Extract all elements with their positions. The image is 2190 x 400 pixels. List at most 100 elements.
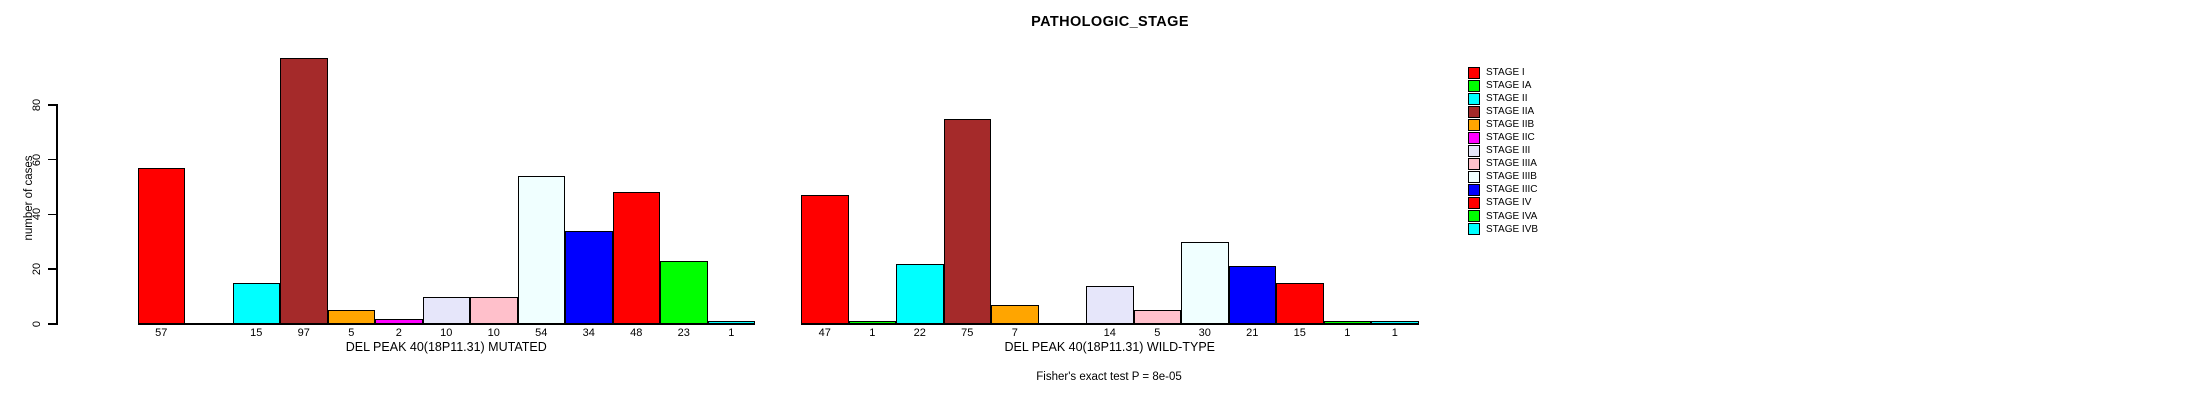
panel-xlabel-mutated: DEL PEAK 40(18P11.31) MUTATED (345, 340, 547, 354)
bar-stage-iic (375, 318, 423, 324)
legend-row: STAGE II (1468, 92, 1538, 105)
bar-value-label: 30 (1198, 327, 1211, 339)
bar-value-label: 2 (395, 327, 402, 339)
legend-row: STAGE IIA (1468, 105, 1538, 118)
y-tick-label: 80 (31, 98, 43, 111)
bar-stage-iiib (517, 176, 565, 324)
legend-swatch-icon (1468, 66, 1480, 79)
legend-swatch-icon (1468, 118, 1480, 131)
bar-value-label: 23 (677, 327, 690, 339)
bar-value-label: 15 (250, 327, 263, 339)
bar-stage-i (801, 195, 849, 324)
legend-label: STAGE IA (1486, 80, 1532, 92)
bar-value-label: 5 (348, 327, 355, 339)
bar-stage-iia (280, 58, 328, 324)
bar-value-label: 21 (1246, 327, 1259, 339)
legend-row: STAGE IA (1468, 79, 1538, 92)
legend-row: STAGE IIIA (1468, 157, 1538, 170)
legend-label: STAGE IIIA (1486, 158, 1537, 170)
y-tick (48, 158, 57, 161)
legend-row: STAGE IVB (1468, 223, 1538, 236)
bar-value-label: 1 (869, 327, 876, 339)
legend-swatch-icon (1468, 157, 1480, 170)
legend-label: STAGE IIA (1486, 106, 1535, 118)
bar-value-label: 5 (1154, 327, 1161, 339)
legend-row: STAGE IV (1468, 196, 1538, 209)
bar-stage-ia (848, 321, 896, 324)
panel-xlabel-wild-type: DEL PEAK 40(18P11.31) WILD-TYPE (1004, 340, 1215, 354)
legend-swatch-icon (1468, 92, 1480, 105)
y-tick-label: 20 (31, 263, 43, 276)
bar-stage-iv (612, 192, 660, 324)
bar-stage-iva (1323, 321, 1371, 324)
legend-swatch-icon (1468, 223, 1480, 236)
bar-value-label: 1 (728, 327, 735, 339)
bar-value-label: 7 (1011, 327, 1018, 339)
y-tick-label: 60 (31, 153, 43, 166)
bar-stage-iiic (565, 230, 613, 324)
bar-value-label: 22 (913, 327, 926, 339)
legend-label: STAGE IVB (1486, 223, 1539, 235)
bar-stage-iii (1086, 285, 1134, 324)
y-axis-line (56, 104, 58, 325)
bar-stage-iib (327, 310, 375, 324)
bar-stage-iiia (470, 296, 518, 324)
legend-label: STAGE IIC (1486, 132, 1535, 144)
legend-swatch-icon (1468, 144, 1480, 157)
legend-swatch-icon (1468, 105, 1480, 118)
y-tick-label: 0 (31, 320, 43, 328)
bar-value-label: 57 (155, 327, 168, 339)
legend-label: STAGE I (1486, 67, 1525, 79)
legend-row: STAGE IIB (1468, 118, 1538, 131)
bar-stage-ivb (707, 321, 755, 324)
legend-row: STAGE IIIB (1468, 170, 1538, 183)
bar-value-label: 75 (961, 327, 974, 339)
legend-row: STAGE IIC (1468, 131, 1538, 144)
bar-value-label: 14 (1103, 327, 1116, 339)
legend-label: STAGE II (1486, 93, 1528, 105)
legend: STAGE I STAGE IA STAGE II STAGE IIA STAGE II… (1468, 66, 1538, 236)
legend-swatch-icon (1468, 79, 1480, 92)
fisher-test-note: Fisher's exact test P = 8e-05 (1036, 371, 1182, 383)
legend-label: STAGE IIB (1486, 119, 1535, 131)
bar-value-label: 97 (297, 327, 310, 339)
panel-wild-type: 47 1 22 75 7 14 5 30 21 15 1 1 DEL PEAK 40(18P11.31… (801, 0, 1419, 400)
panel-mutated: 57 15 97 5 2 10 10 54 34 48 23 1 DEL PEAK 40(18P11.… (137, 0, 755, 400)
legend-row: STAGE IIIC (1468, 183, 1538, 196)
legend-row: STAGE III (1468, 144, 1538, 157)
legend-label: STAGE III (1486, 145, 1531, 157)
y-axis-title: number of cases (23, 155, 35, 241)
y-tick-label: 40 (31, 208, 43, 221)
legend-swatch-icon (1468, 131, 1480, 144)
bar-value-label: 54 (535, 327, 548, 339)
y-tick (48, 104, 57, 106)
bar-stage-i (137, 167, 185, 324)
bar-stage-iiia (1133, 310, 1181, 324)
y-tick (48, 268, 57, 270)
legend-swatch-icon (1468, 183, 1480, 196)
bar-stage-iib (991, 304, 1039, 324)
legend-label: STAGE IIIB (1486, 171, 1537, 183)
legend-label: STAGE IV (1486, 197, 1532, 209)
bar-stage-iva (660, 260, 708, 324)
legend-swatch-icon (1468, 196, 1480, 209)
bar-stage-ivb (1371, 321, 1419, 324)
bar-value-label: 47 (818, 327, 831, 339)
bar-value-label: 15 (1293, 327, 1306, 339)
legend-swatch-icon (1468, 210, 1480, 223)
bar-value-label: 1 (1344, 327, 1351, 339)
bar-stage-ii (896, 263, 944, 324)
bar-stage-iia (943, 118, 991, 324)
bar-value-label: 48 (630, 327, 643, 339)
bar-stage-ii (232, 282, 280, 324)
bar-value-label: 34 (582, 327, 595, 339)
chart-title: PATHOLOGIC_STAGE (1031, 14, 1189, 30)
bar-stage-iiic (1228, 266, 1276, 324)
bar-value-label: 1 (1391, 327, 1398, 339)
y-tick (48, 213, 57, 216)
legend-row: STAGE IVA (1468, 210, 1538, 223)
bar-value-label: 10 (487, 327, 500, 339)
legend-swatch-icon (1468, 170, 1480, 183)
bar-stage-iiib (1181, 241, 1229, 324)
